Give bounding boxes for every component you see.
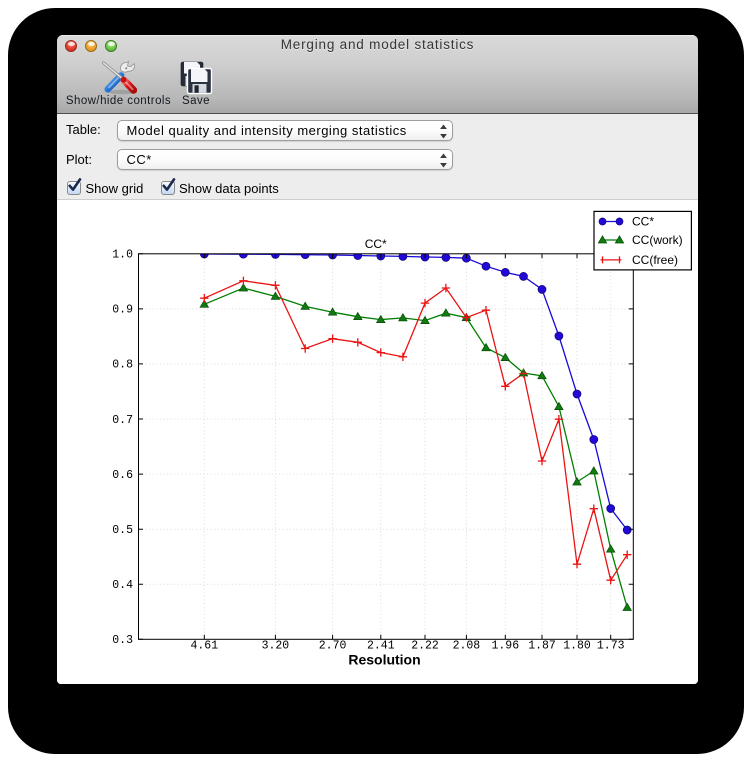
svg-text:1.87: 1.87 [528, 639, 556, 652]
svg-text:3.20: 3.20 [262, 639, 290, 652]
svg-text:0.4: 0.4 [112, 579, 133, 592]
svg-text:CC*: CC* [632, 215, 654, 229]
svg-text:0.9: 0.9 [112, 304, 133, 317]
svg-text:1.80: 1.80 [563, 639, 591, 652]
svg-text:2.22: 2.22 [411, 639, 439, 652]
svg-text:0.3: 0.3 [112, 634, 133, 647]
svg-text:0.5: 0.5 [112, 524, 133, 537]
svg-text:2.08: 2.08 [453, 639, 481, 652]
svg-text:0.6: 0.6 [112, 469, 133, 482]
svg-text:0.8: 0.8 [112, 359, 133, 372]
svg-text:2.70: 2.70 [319, 639, 347, 652]
svg-text:1.96: 1.96 [491, 639, 519, 652]
svg-text:4.61: 4.61 [190, 639, 218, 652]
svg-text:Resolution: Resolution [348, 652, 420, 668]
svg-text:1.73: 1.73 [597, 639, 625, 652]
svg-text:CC(free): CC(free) [632, 253, 678, 267]
svg-text:CC(work): CC(work) [632, 233, 683, 247]
svg-text:CC*: CC* [365, 237, 387, 251]
svg-text:2.41: 2.41 [367, 639, 395, 652]
svg-text:1.0: 1.0 [112, 249, 133, 262]
svg-text:0.7: 0.7 [112, 414, 133, 427]
